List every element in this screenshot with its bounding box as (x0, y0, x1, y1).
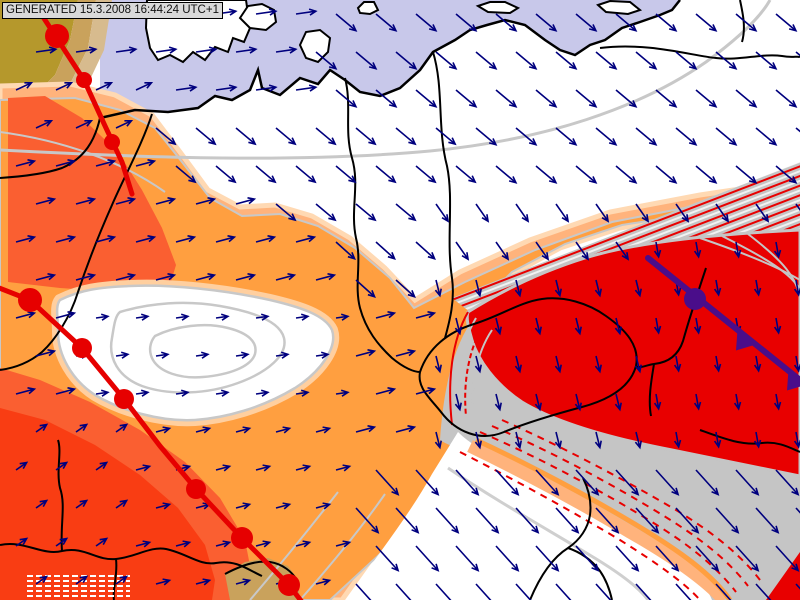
front-symbol-layer (0, 3, 800, 600)
wind-arrow-layer (15, 8, 800, 600)
generated-timestamp-label: GENERATED 15.3.2008 16:44:24 UTC+1 (2, 2, 223, 19)
southeast-sector (346, 419, 761, 600)
precip-hatch-block (24, 572, 130, 598)
